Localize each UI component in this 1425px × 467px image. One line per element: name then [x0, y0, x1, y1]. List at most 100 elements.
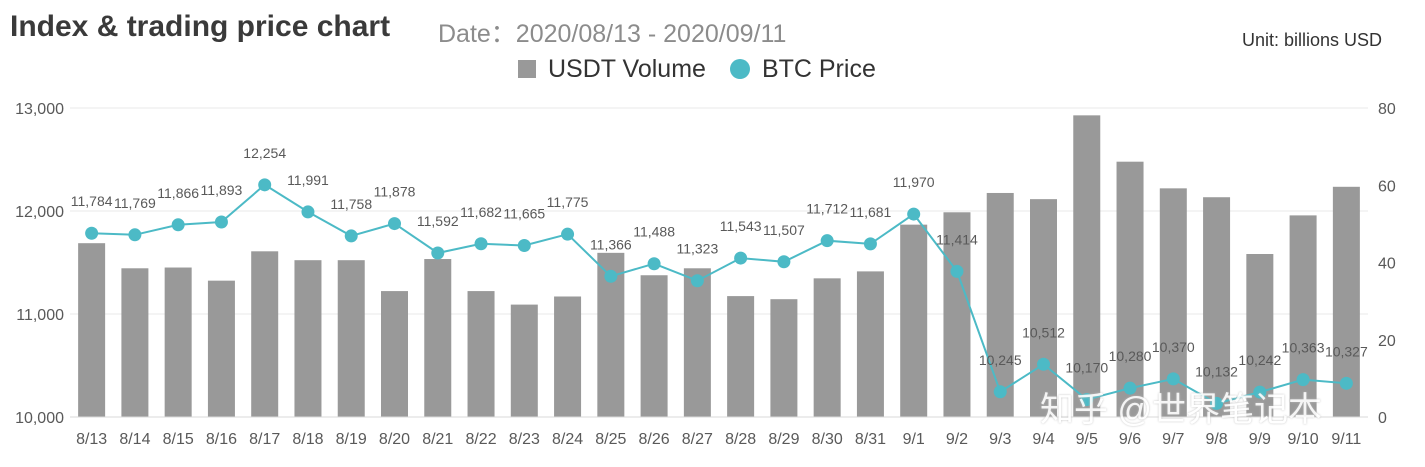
- btc-price-point: [517, 239, 531, 253]
- x-tick-label: 8/16: [206, 431, 237, 448]
- legend-label-btc-price: BTC Price: [761, 54, 876, 83]
- btc-price-point: [734, 251, 748, 265]
- watermark: 知乎 @世界笔记本: [1040, 391, 1322, 429]
- y-left-tick-label: 11,000: [16, 307, 64, 324]
- btc-price-label: 11,665: [503, 206, 545, 222]
- btc-price-label: 11,769: [114, 195, 156, 211]
- btc-price-point: [344, 229, 358, 243]
- volume-bar: [121, 268, 149, 417]
- legend-item-btc-price[interactable]: BTC Price: [729, 54, 876, 84]
- volume-bar: [207, 280, 235, 417]
- btc-price-label: 12,254: [243, 145, 286, 161]
- btc-price-label: 11,488: [633, 224, 675, 240]
- btc-price-point: [1080, 392, 1094, 406]
- volume-bar: [337, 260, 365, 417]
- btc-price-point: [820, 234, 834, 248]
- y-right-tick-label: 0: [1378, 410, 1387, 427]
- btc-price-point: [1166, 372, 1180, 386]
- legend-swatch-dot: [729, 59, 750, 79]
- x-tick-label: 9/1: [903, 431, 925, 448]
- x-tick-label: 9/9: [1249, 431, 1271, 448]
- btc-price-label: 11,712: [806, 201, 848, 217]
- x-tick-label: 8/21: [422, 431, 453, 448]
- volume-bar: [467, 291, 495, 417]
- volume-bar: [770, 299, 798, 417]
- btc-price-label: 10,363: [1282, 340, 1325, 356]
- x-tick-label: 8/31: [855, 431, 886, 448]
- btc-price-label: 10,370: [1152, 339, 1195, 355]
- btc-price-label: 11,543: [720, 218, 762, 234]
- btc-price-point: [128, 228, 142, 242]
- volume-bar: [813, 278, 841, 417]
- volume-bar: [251, 251, 279, 417]
- btc-price-point: [301, 205, 315, 219]
- volume-bar: [727, 296, 755, 417]
- volume-bar: [554, 296, 582, 417]
- x-tick-label: 8/20: [379, 431, 410, 448]
- axes: 10,000 11,000 12,000 13,000 0 20 40 60 80 8/13 8/1…: [15, 101, 1396, 448]
- volume-bar: [1030, 199, 1057, 417]
- btc-price-label: 11,682: [460, 204, 502, 220]
- x-tick-label: 8/24: [552, 431, 583, 448]
- volume-bar: [164, 267, 192, 417]
- btc-price-point: [993, 385, 1007, 399]
- legend: USDT Volume BTC Price: [518, 53, 900, 85]
- x-tick-label: 9/7: [1162, 431, 1184, 448]
- btc-price-label: 11,991: [287, 172, 329, 188]
- volume-bars: [78, 115, 1360, 418]
- x-tick-label: 8/18: [292, 431, 323, 448]
- btc-price-label: 10,245: [979, 352, 1022, 368]
- btc-price-label: 11,681: [850, 204, 892, 220]
- btc-price-point: [907, 207, 921, 221]
- x-tick-label: 9/6: [1119, 431, 1141, 448]
- x-tick-label: 8/29: [768, 431, 799, 448]
- btc-price-point: [1210, 396, 1224, 410]
- btc-price-point: [388, 217, 401, 231]
- btc-price-point: [1253, 385, 1267, 399]
- y-left-tick-label: 12,000: [15, 204, 64, 221]
- btc-price-label: 11,323: [676, 241, 718, 257]
- btc-price-point: [1339, 376, 1353, 390]
- chart-title: Index & trading price chart: [10, 10, 391, 43]
- volume-bar: [856, 271, 884, 417]
- chart-subtitle: Date：2020/08/13 - 2020/09/11: [438, 20, 787, 48]
- btc-price-point: [777, 255, 791, 269]
- volume-bar: [510, 304, 538, 417]
- btc-price-point: [258, 178, 272, 192]
- btc-price-point: [1296, 373, 1310, 387]
- btc-price-label: 11,893: [201, 182, 243, 198]
- volume-bar: [640, 275, 668, 417]
- x-tick-label: 8/14: [119, 431, 150, 448]
- y-left-tick-label: 10,000: [15, 410, 64, 427]
- btc-price-point: [171, 218, 185, 232]
- x-tick-label: 9/4: [1032, 431, 1054, 448]
- btc-price-label: 11,507: [763, 222, 805, 238]
- volume-bar: [986, 192, 1014, 417]
- btc-price-label: 11,592: [417, 213, 459, 229]
- btc-price-label: 10,242: [1238, 352, 1281, 368]
- x-tick-label: 8/27: [682, 431, 713, 448]
- x-tick-label: 9/10: [1288, 431, 1319, 448]
- y-right-tick-label: 80: [1378, 101, 1396, 118]
- btc-price-line: [91, 183, 1347, 405]
- btc-price-point: [561, 227, 575, 241]
- x-tick-label: 9/3: [989, 431, 1011, 448]
- volume-bar: [683, 268, 711, 417]
- legend-swatch-bar: [518, 60, 536, 78]
- volume-bar: [1116, 161, 1144, 417]
- x-tick-label: 8/26: [639, 431, 670, 448]
- btc-price-point: [604, 269, 618, 283]
- y-left-tick-label: 13,000: [15, 101, 64, 118]
- btc-price-point: [1123, 381, 1137, 395]
- x-tick-label: 8/22: [465, 431, 496, 448]
- volume-bar: [78, 243, 106, 417]
- y-right-tick-label: 60: [1378, 178, 1396, 195]
- x-tick-label: 9/2: [946, 431, 968, 448]
- x-tick-label: 9/5: [1076, 431, 1098, 448]
- legend-item-usdt-volume[interactable]: USDT Volume: [518, 55, 706, 84]
- volume-bar: [381, 291, 408, 417]
- btc-price-point: [214, 215, 228, 229]
- volume-bar: [424, 259, 452, 417]
- btc-price-point: [431, 246, 445, 260]
